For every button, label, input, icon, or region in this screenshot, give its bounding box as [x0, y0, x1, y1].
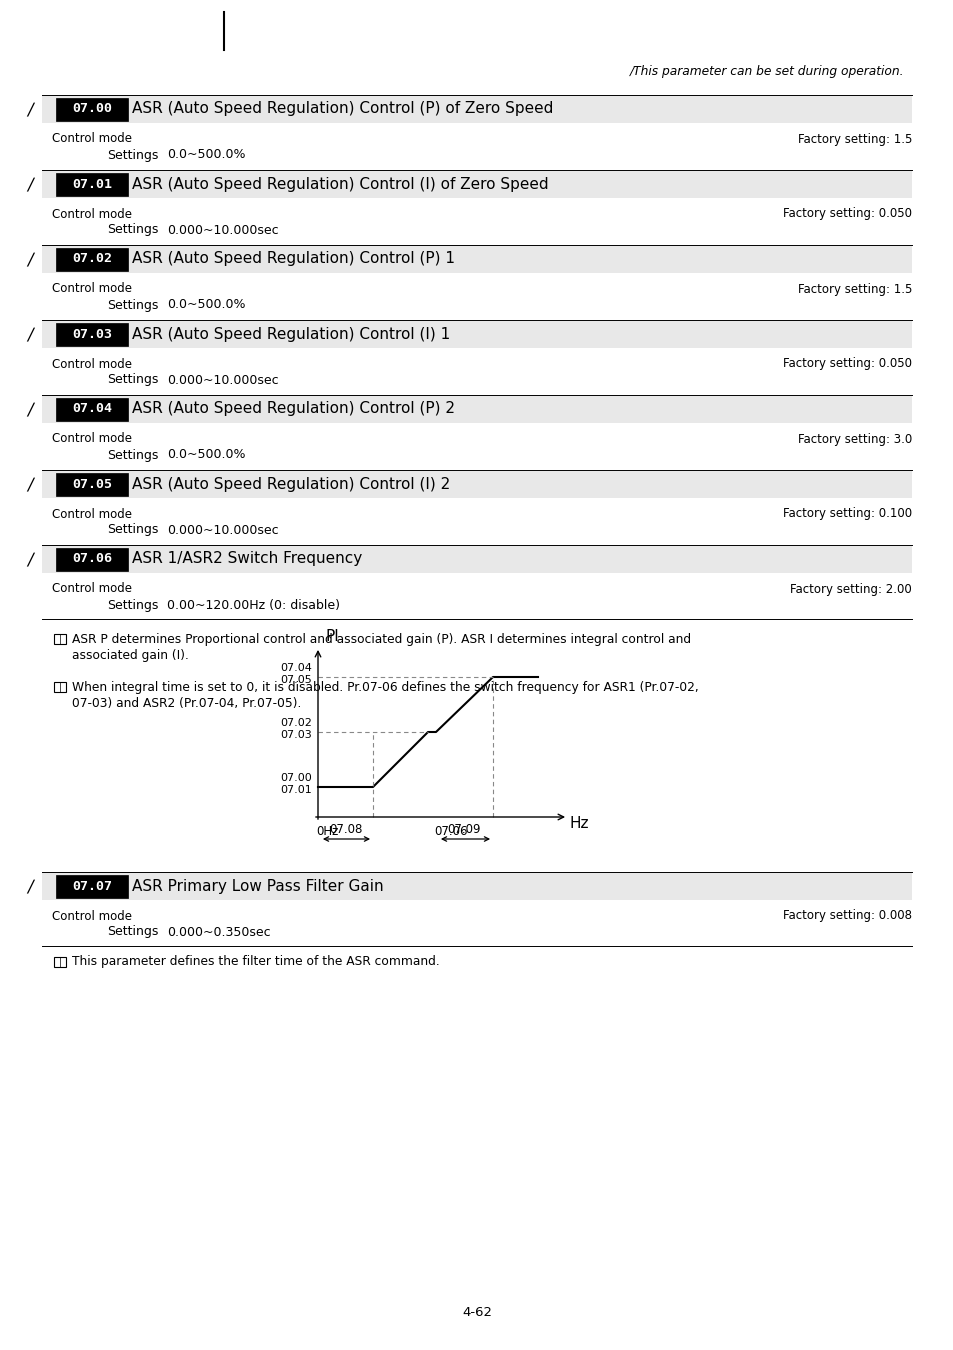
Text: ∕: ∕ [27, 250, 32, 269]
Text: ASR 1/ASR2 Switch Frequency: ASR 1/ASR2 Switch Frequency [132, 552, 362, 567]
Text: 0.000~0.350sec: 0.000~0.350sec [167, 926, 271, 938]
Text: 07.06: 07.06 [71, 552, 112, 566]
Text: Settings: Settings [107, 374, 158, 386]
Bar [42, 872, 911, 900]
Text: Factory setting: 1.5: Factory setting: 1.5 [797, 132, 911, 146]
Text: Factory setting: 0.008: Factory setting: 0.008 [782, 910, 911, 922]
Text: ∕: ∕ [27, 549, 32, 568]
Bar [42, 95, 911, 123]
Bar [56, 173, 128, 196]
Text: ASR (Auto Speed Regulation) Control (P) 1: ASR (Auto Speed Regulation) Control (P) … [132, 251, 455, 266]
Text: 07.05: 07.05 [280, 675, 312, 684]
Text: Control mode: Control mode [52, 582, 132, 595]
Text: ASR Primary Low Pass Filter Gain: ASR Primary Low Pass Filter Gain [132, 879, 383, 894]
Text: Control mode: Control mode [52, 358, 132, 370]
Text: Settings: Settings [107, 926, 158, 938]
Bar [54, 682, 66, 693]
Text: ∕: ∕ [27, 400, 32, 418]
Text: PI: PI [326, 629, 339, 644]
Text: 07-03) and ASR2 (Pr.07-04, Pr.07-05).: 07-03) and ASR2 (Pr.07-04, Pr.07-05). [71, 697, 301, 710]
Bar [42, 545, 911, 572]
Text: 0.000~10.000sec: 0.000~10.000sec [167, 374, 278, 386]
Text: Settings: Settings [107, 148, 158, 162]
Text: 07.08: 07.08 [329, 824, 362, 836]
Text: ∕: ∕ [27, 878, 32, 895]
Text: Factory setting: 0.050: Factory setting: 0.050 [782, 358, 911, 370]
Text: 07.05: 07.05 [71, 478, 112, 490]
Text: ∕: ∕ [27, 100, 32, 117]
Text: 07.01: 07.01 [71, 177, 112, 190]
Text: 07.04: 07.04 [71, 402, 112, 416]
Text: This parameter defines the filter time of the ASR command.: This parameter defines the filter time o… [71, 956, 439, 968]
Text: Settings: Settings [107, 298, 158, 312]
Bar [56, 472, 128, 495]
Text: Hz: Hz [569, 815, 589, 830]
Bar [42, 470, 911, 498]
Text: ASR (Auto Speed Regulation) Control (I) of Zero Speed: ASR (Auto Speed Regulation) Control (I) … [132, 177, 548, 192]
Text: ASR (Auto Speed Regulation) Control (P) of Zero Speed: ASR (Auto Speed Regulation) Control (P) … [132, 101, 553, 116]
Text: Factory setting: 3.0: Factory setting: 3.0 [797, 432, 911, 446]
Text: Factory setting: 0.100: Factory setting: 0.100 [782, 508, 911, 521]
Text: 0.0~500.0%: 0.0~500.0% [167, 298, 245, 312]
Text: ASR (Auto Speed Regulation) Control (I) 2: ASR (Auto Speed Regulation) Control (I) … [132, 477, 450, 491]
Text: 0.000~10.000sec: 0.000~10.000sec [167, 224, 278, 236]
Bar [56, 397, 128, 420]
Text: ∕This parameter can be set during operation.: ∕This parameter can be set during operat… [629, 66, 903, 78]
Text: ∕: ∕ [27, 176, 32, 193]
Text: Control mode: Control mode [52, 282, 132, 296]
Text: Settings: Settings [107, 598, 158, 612]
Text: ∕: ∕ [27, 475, 32, 493]
Text: Control mode: Control mode [52, 508, 132, 521]
Text: 07.03: 07.03 [71, 328, 112, 340]
Text: ASR (Auto Speed Regulation) Control (I) 1: ASR (Auto Speed Regulation) Control (I) … [132, 327, 450, 342]
Text: Factory setting: 1.5: Factory setting: 1.5 [797, 282, 911, 296]
Text: 07.00: 07.00 [71, 103, 112, 116]
Bar [54, 634, 66, 644]
Text: 07.02: 07.02 [280, 718, 312, 728]
Text: ∕: ∕ [27, 325, 32, 343]
Text: 0.0~500.0%: 0.0~500.0% [167, 148, 245, 162]
Text: Factory setting: 0.050: Factory setting: 0.050 [782, 208, 911, 220]
Text: 07.03: 07.03 [280, 730, 312, 740]
Text: Control mode: Control mode [52, 208, 132, 220]
Bar [42, 244, 911, 273]
Text: Control mode: Control mode [52, 432, 132, 446]
Text: 07.06: 07.06 [434, 825, 467, 838]
Bar [56, 875, 128, 898]
Text: Factory setting: 2.00: Factory setting: 2.00 [789, 582, 911, 595]
Text: 4-62: 4-62 [461, 1305, 492, 1319]
Bar [42, 170, 911, 198]
Text: 0Hz: 0Hz [315, 825, 338, 838]
Bar [56, 323, 128, 346]
Bar [54, 957, 66, 967]
Text: 07.09: 07.09 [447, 824, 480, 836]
Text: When integral time is set to 0, it is disabled. Pr.07-06 defines the switch freq: When integral time is set to 0, it is di… [71, 680, 698, 694]
Text: 07.04: 07.04 [280, 663, 312, 674]
Bar [42, 320, 911, 348]
Text: associated gain (I).: associated gain (I). [71, 648, 189, 662]
Text: 07.01: 07.01 [280, 784, 312, 795]
Text: 0.000~10.000sec: 0.000~10.000sec [167, 524, 278, 536]
Text: Settings: Settings [107, 224, 158, 236]
Text: 07.00: 07.00 [280, 774, 312, 783]
Bar [56, 97, 128, 120]
Text: Control mode: Control mode [52, 910, 132, 922]
Text: 07.02: 07.02 [71, 252, 112, 266]
Text: 07.07: 07.07 [71, 879, 112, 892]
Bar [56, 247, 128, 270]
Bar [56, 548, 128, 571]
Text: Control mode: Control mode [52, 132, 132, 146]
Text: 0.00~120.00Hz (0: disable): 0.00~120.00Hz (0: disable) [167, 598, 339, 612]
Text: ASR (Auto Speed Regulation) Control (P) 2: ASR (Auto Speed Regulation) Control (P) … [132, 401, 455, 417]
Text: ASR P determines Proportional control and associated gain (P). ASR I determines : ASR P determines Proportional control an… [71, 633, 690, 645]
Text: 0.0~500.0%: 0.0~500.0% [167, 448, 245, 462]
Bar [42, 396, 911, 423]
Text: Settings: Settings [107, 448, 158, 462]
Text: Settings: Settings [107, 524, 158, 536]
